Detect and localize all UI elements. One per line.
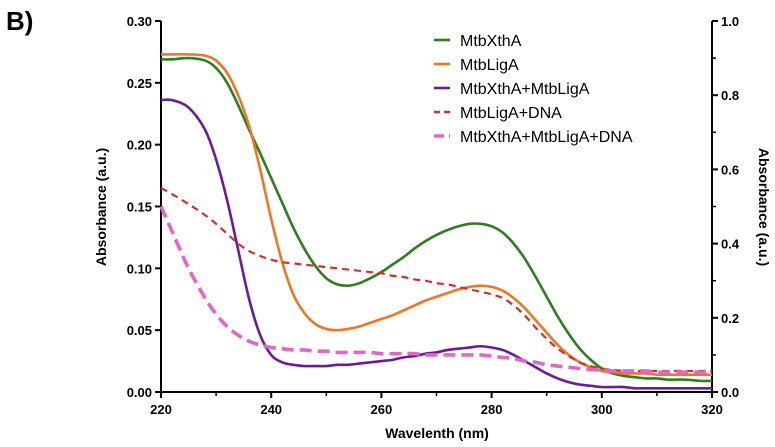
y2-tick-label: 0.8: [721, 88, 739, 103]
series-line-2: [161, 52, 712, 377]
legend: MtbXthA MtbLigA MtbXthA+MtbLigA MtbLigA+DNA…: [434, 33, 633, 146]
y-tick-label: 0.20: [127, 138, 152, 153]
y-tick-label: 0.05: [127, 323, 152, 338]
series-layer: [159, 52, 713, 390]
legend-label-2: MtbLigA: [460, 57, 519, 74]
y-tick-label: 0.25: [127, 76, 152, 91]
y2-tick-label: 0.0: [721, 385, 739, 400]
x-tick-label: 220: [150, 402, 172, 417]
y-tick-label: 0.00: [127, 385, 152, 400]
legend-label-4: MtbLigA+DNA: [460, 105, 562, 122]
legend-label-1: MtbXthA: [460, 33, 522, 50]
x-tick-label: 260: [371, 402, 393, 417]
y2-tick-label: 0.2: [721, 311, 739, 326]
x-tick-label: 240: [260, 402, 282, 417]
y-axis-title: Absorbance (a.u.): [93, 148, 109, 266]
y-tick-label: 0.15: [127, 200, 152, 215]
axes: 220 240 260 280 300 320 0.00 0.05 0.10 0.15 0.20 0.…: [127, 14, 740, 417]
series-line-4: [160, 186, 712, 373]
y-tick-label: 0.10: [127, 261, 152, 276]
legend-label-5: MtbXthA+MtbLigA+DNA: [460, 129, 633, 146]
x-tick-label: 320: [701, 402, 723, 417]
series-line-5: [159, 205, 712, 375]
y-tick-label: 0.30: [127, 14, 152, 29]
y2-axis-title: Absorbance (a.u.): [756, 148, 772, 266]
y2-tick-label: 0.4: [721, 237, 740, 252]
legend-label-3: MtbXthA+MtbLigA: [460, 81, 590, 98]
series-line-3: [160, 98, 712, 390]
panel-label: B): [6, 6, 34, 36]
x-tick-label: 300: [591, 402, 613, 417]
x-axis-title: Wavelenth (nm): [385, 425, 489, 441]
x-tick-label: 280: [481, 402, 503, 417]
y2-tick-label: 0.6: [721, 162, 739, 177]
y2-tick-label: 1.0: [721, 14, 739, 29]
